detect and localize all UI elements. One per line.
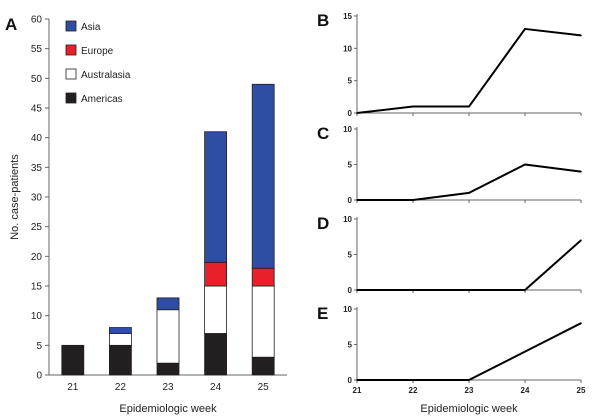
- series-line-d: [357, 239, 582, 291]
- data-point-c: [524, 163, 526, 166]
- bar-segment-australasia-week-24: [204, 285, 228, 334]
- data-point-d: [412, 289, 414, 291]
- y-tick-label-d: 10: [343, 215, 352, 224]
- panel-letter-d: D: [317, 214, 329, 233]
- bar-segment-americas-week-21: [61, 344, 85, 376]
- y-tick-label-e: 10: [343, 305, 352, 314]
- x-tick-label-e: 23: [465, 386, 474, 395]
- x-tick-label-e: 21: [353, 386, 362, 395]
- x-tick-label-e: 24: [521, 386, 530, 395]
- y-tick-label: 0: [36, 371, 42, 382]
- data-point-e: [412, 379, 414, 381]
- data-point-e: [580, 322, 582, 325]
- legend-label-americas: Americas: [81, 94, 123, 105]
- bar-segment-australasia-week-23: [156, 309, 180, 364]
- legend-swatch-asia: [65, 20, 77, 32]
- data-point-c: [356, 199, 358, 201]
- x-tick-label-e: 25: [577, 386, 586, 395]
- x-tick-label: 24: [210, 382, 222, 393]
- y-tick-label-e: 0: [348, 376, 353, 385]
- y-tick-label: 20: [31, 252, 43, 263]
- bar-segment-americas-week-25: [251, 356, 275, 376]
- series-line-b: [356, 27, 582, 114]
- bar-segment-asia-week-24: [204, 131, 228, 263]
- y-tick-label: 10: [31, 311, 43, 322]
- bar-segment-australasia-week-25: [251, 285, 275, 358]
- y-tick-label: 55: [31, 44, 43, 55]
- data-point-c: [580, 170, 582, 173]
- line-panels: B 0 5 10 15 C 0 5 10 D 0 5 10 E 0 5 10 21 22 23 24 25 Epidemio…: [317, 11, 586, 415]
- y-tick-label-b: 0: [348, 109, 353, 118]
- x-tick-label: 23: [162, 382, 174, 393]
- y-tick-label-b: 10: [343, 44, 352, 53]
- y-tick-label: 50: [31, 74, 43, 85]
- bar-segment-europe-week-25: [251, 267, 275, 287]
- y-tick-label-d: 0: [348, 286, 353, 295]
- legend-swatch-australasia: [65, 68, 77, 80]
- data-point-d: [468, 289, 470, 291]
- y-tick-label: 25: [31, 222, 43, 233]
- bar-segment-asia-week-23: [156, 297, 180, 311]
- bar-segment-americas-week-24: [204, 333, 228, 376]
- legend-label-australasia: Australasia: [81, 70, 131, 81]
- series-line-c: [357, 163, 582, 201]
- y-tick-label: 40: [31, 133, 43, 144]
- data-point-b: [356, 112, 358, 114]
- data-point-e: [524, 350, 526, 353]
- data-point-b: [412, 105, 414, 108]
- y-tick-label-b: 15: [343, 12, 352, 21]
- x-axis-title-a: Epidemiologic week: [119, 403, 217, 415]
- x-axis-title-e: Epidemiologic week: [420, 403, 518, 415]
- y-tick-label-c: 0: [348, 196, 353, 205]
- legend-label-asia: Asia: [81, 22, 101, 33]
- data-point-c: [412, 199, 414, 201]
- data-point-b: [580, 34, 582, 37]
- y-tick-label-d: 5: [348, 251, 353, 260]
- legend-label-europe: Europe: [81, 46, 114, 57]
- data-point-d: [580, 239, 582, 242]
- y-tick-label-c: 5: [348, 161, 353, 170]
- x-tick-label: 21: [67, 382, 79, 393]
- y-tick-label: 15: [31, 282, 43, 293]
- data-point-b: [468, 105, 470, 108]
- data-point-e: [356, 379, 358, 381]
- series-line-e: [357, 322, 582, 381]
- bar-segment-asia-week-25: [251, 83, 275, 269]
- y-tick-label-c: 10: [343, 125, 352, 134]
- y-tick-label: 60: [31, 15, 43, 26]
- panel-a: A 0 5 10 15 20 25 30 35 40 45 50 55 60 21 22 23 24 25 Epide…: [5, 15, 287, 415]
- x-tick-label: 25: [258, 382, 270, 393]
- x-tick-label-e: 22: [409, 386, 418, 395]
- bar-segment-europe-week-24: [204, 261, 228, 287]
- y-tick-label: 45: [31, 104, 43, 115]
- panel-letter-b: B: [317, 11, 329, 30]
- y-tick-label-e: 5: [348, 341, 353, 350]
- bar-segment-americas-week-23: [156, 362, 180, 376]
- bar-segment-americas-week-22: [109, 344, 132, 376]
- y-tick-label: 35: [31, 163, 43, 174]
- y-tick-label-b: 5: [348, 77, 353, 86]
- panel-letter-c: C: [317, 124, 329, 143]
- legend-swatch-americas: [65, 92, 77, 104]
- data-point-b: [524, 28, 526, 30]
- x-tick-label: 22: [115, 382, 127, 393]
- bar-segment-asia-week-22: [109, 327, 132, 334]
- y-axis-title-a: No. case-patients: [9, 154, 21, 240]
- panel-letter-e: E: [317, 304, 328, 323]
- data-point-e: [468, 379, 470, 381]
- legend-swatch-europe: [65, 44, 77, 56]
- panel-letter-a: A: [5, 15, 17, 34]
- data-point-c: [468, 192, 470, 194]
- bar-segment-australasia-week-22: [109, 333, 132, 346]
- y-tick-label: 30: [31, 193, 43, 204]
- data-point-d: [524, 289, 526, 291]
- y-tick-label: 5: [36, 341, 42, 352]
- data-point-d: [356, 289, 358, 291]
